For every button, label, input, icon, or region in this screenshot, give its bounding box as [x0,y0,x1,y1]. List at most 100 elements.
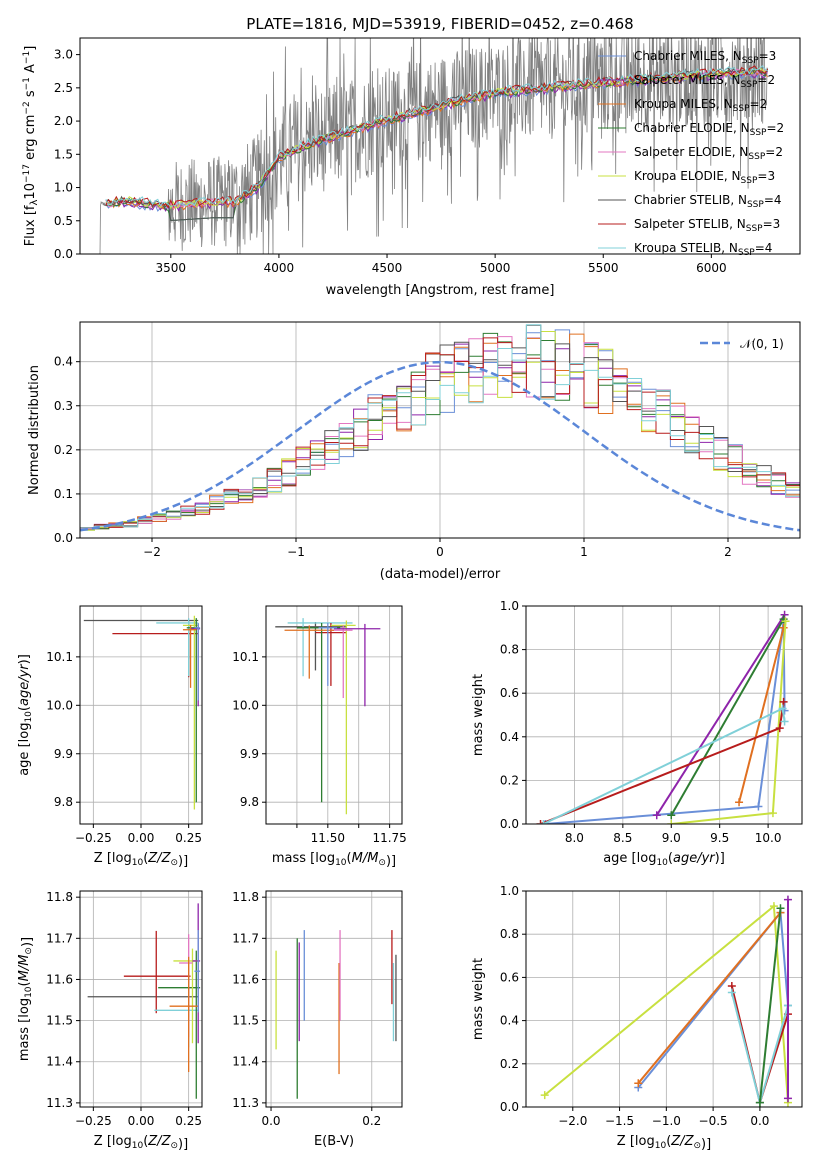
y-tick-label: 10.0 [232,698,259,712]
y-tick-label: 0.8 [500,643,519,657]
grid [266,891,402,1107]
x-tick-label: 0.0 [750,1114,769,1128]
x-tick-label: −2.0 [558,1114,587,1128]
weight-series-marker [540,1091,549,1100]
weight-series-marker [780,717,789,726]
grid [80,891,202,1107]
plot-area [80,324,800,538]
error-bar-point [87,976,199,1018]
x-tick-label: 9.5 [710,831,729,845]
x-tick-label: 0.00 [128,1114,155,1128]
x-tick-label: −1.5 [605,1114,634,1128]
weight-series-marker [781,617,790,626]
y-tick-label: 10.0 [46,698,73,712]
y-tick-label: 9.8 [240,795,259,809]
plot-area [536,610,790,824]
y-tick-label: 11.3 [232,1096,259,1110]
y-tick-label: 0.2 [500,773,519,787]
x-tick-label: 10.0 [755,831,782,845]
legend-entry: Salpeter ELODIE, NSSP=2 [634,145,783,162]
weight-series-marker [652,811,661,820]
y-tick-label: 9.9 [54,747,73,761]
legend-entry: Kroupa MILES, NSSP=2 [634,97,767,114]
error-bar-point [154,956,199,1048]
x-tick-label: 8.5 [613,831,632,845]
x-tick-label: 1 [580,545,588,559]
residual-histogram [80,324,800,538]
legend-entry: Kroupa ELODIE, NSSP=3 [634,169,775,186]
x-tick-label: 9.0 [662,831,681,845]
weight-series-line [758,908,782,1103]
error-bar-point [194,622,201,701]
weight-series-marker [779,623,788,632]
weight-series-line [738,627,785,803]
plot-area [87,903,201,1099]
y-tick-label: 11.5 [46,1014,73,1028]
y-tick-label: 0.0 [500,817,519,831]
plot-area [275,930,397,1099]
x-axis-label: wavelength [Angstrom, rest frame] [326,283,555,298]
y-tick-label: 0.6 [500,970,519,984]
x-tick-label: 4500 [372,261,403,275]
y-tick-label: 1.5 [54,147,73,161]
weight-series-marker [780,610,789,619]
x-tick-label: −1 [287,545,305,559]
x-axis-label: Z [log10(Z/Z⊙)] [94,851,188,869]
y-axis-label: Flux [fλ10−17 erg cm−2 s−1 A−1] [22,46,40,247]
plot-area [83,615,201,810]
y-tick-label: 9.8 [54,795,73,809]
plot-frame [79,37,801,255]
weight-series-marker [768,809,777,818]
x-tick-label: 11.75 [372,831,406,845]
weight-series-marker [755,1098,764,1107]
x-tick-label: 0 [436,545,444,559]
x-tick-label: −2 [143,545,161,559]
plot-frame [265,890,403,1108]
y-tick-label: 1.0 [54,181,73,195]
model-spectrum-line [105,65,768,208]
weight-series-marker [727,988,736,997]
weight-series-line [655,614,786,816]
weight-vs-age-panel: 8.0 8.5 9.0 9.5 10.0 0.0 0.2 0.4 0.6 0.8 1.0 age [l… [471,599,803,868]
error-bar-point [112,628,199,678]
y-tick-label: 11.7 [46,931,73,945]
y-tick-label: 0.8 [500,927,519,941]
legend-entry: Chabrier MILES, NSSP=3 [634,49,776,66]
y-tick-label: 11.6 [232,972,259,986]
weight-series-line [545,621,786,824]
weight-series-marker [667,811,676,820]
grid [266,606,402,824]
weight-series-marker [775,724,784,733]
weight-series-marker [769,902,778,911]
x-tick-label: −0.5 [699,1114,728,1128]
plot-area [97,38,769,254]
error-bar-point [330,625,353,699]
x-axis-label: (data-model)/error [380,567,501,582]
error-bar-point [194,930,201,1013]
x-tick-label: 0.25 [175,831,202,845]
error-bar-point [179,934,193,1038]
error-bar-point [158,950,201,1099]
plot-area [275,618,381,815]
weight-series-line [670,618,785,816]
legend-entry: Chabrier STELIB, NSSP=4 [634,193,782,210]
y-tick-label: 0.5 [54,214,73,228]
x-axis-label: age [log10(age/yr)] [603,851,725,868]
weight-series-marker [776,904,785,913]
error-bar-point [182,624,197,688]
y-tick-label: 11.4 [232,1055,259,1069]
x-axis-label: Z [log10(Z/Z⊙)] [617,1134,711,1152]
legend-entry: Salpeter MILES, NSSP=2 [634,73,775,90]
error-bar-point [156,618,199,677]
y-tick-label: 2.5 [54,81,73,95]
plot-frame [525,605,803,825]
weight-series-marker [783,1094,792,1103]
y-tick-label: 0.4 [54,355,73,369]
y-tick-label: 0.4 [500,730,519,744]
plot-frame [265,605,403,825]
legend-entry: Kroupa STELIB, NSSP=4 [634,241,772,258]
y-axis-label: Normed distribution [27,365,42,495]
weight-series-marker [779,697,788,706]
residual-histogram [80,337,800,538]
